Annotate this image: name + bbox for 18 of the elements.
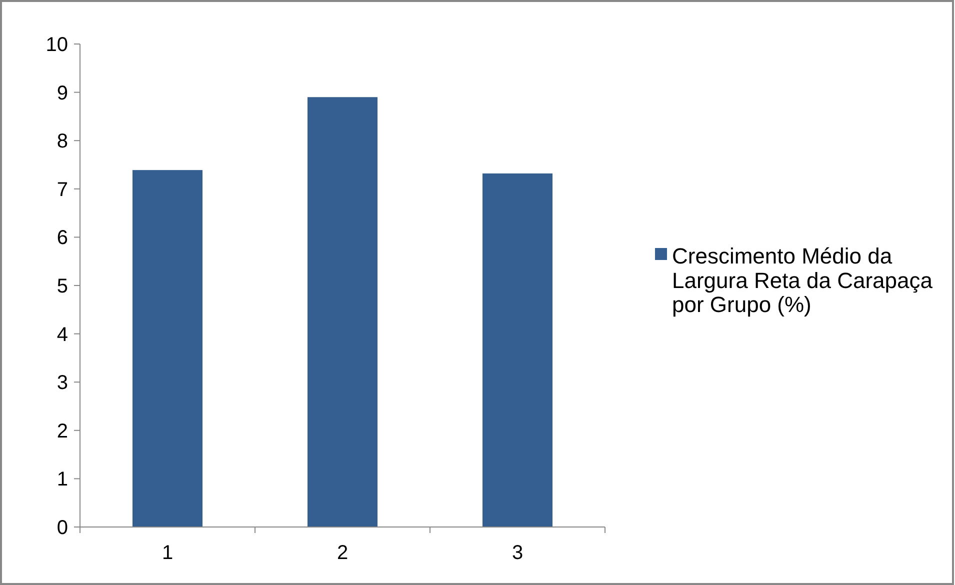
- y-tick-label: 2: [56, 420, 68, 442]
- y-tick-label: 6: [56, 227, 68, 250]
- bar: [308, 97, 378, 527]
- x-tick-label: 3: [512, 542, 524, 564]
- y-tick-label: 4: [56, 324, 68, 346]
- x-tick-label: 2: [336, 542, 348, 564]
- bar: [132, 170, 202, 527]
- x-tick-label: 1: [162, 542, 174, 564]
- legend-label: Crescimento Médio da Largura Reta da Carapaça por Grupo (%): [672, 244, 934, 318]
- y-tick-label: 8: [56, 130, 68, 153]
- y-tick-label: 5: [56, 276, 68, 298]
- y-tick-label: 1: [56, 468, 68, 491]
- y-tick-label: 10: [46, 34, 68, 56]
- y-tick-label: 7: [56, 178, 68, 201]
- y-tick-label: 0: [56, 517, 68, 539]
- bar: [482, 173, 552, 527]
- y-tick-label: 3: [56, 372, 68, 394]
- y-tick-label: 9: [56, 82, 68, 104]
